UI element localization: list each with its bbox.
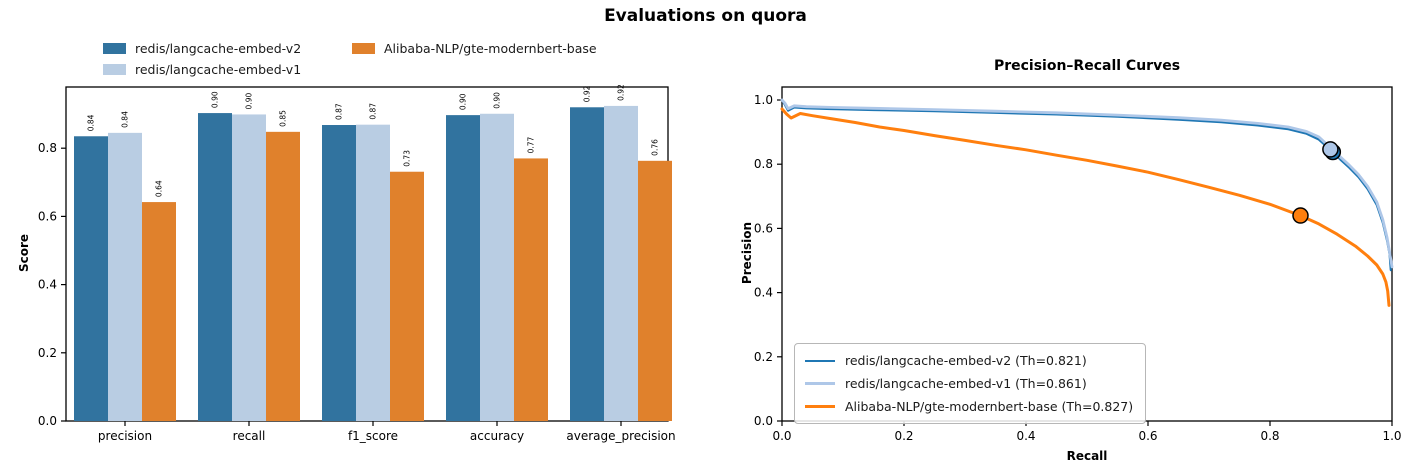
pr-ylabel: Precision bbox=[740, 221, 754, 285]
bar-value-label: 0.87 bbox=[369, 103, 378, 120]
bar-value-label: 0.87 bbox=[335, 103, 344, 120]
bar-value-label: 0.76 bbox=[651, 139, 660, 156]
bar-value-label: 0.92 bbox=[617, 84, 626, 101]
x-tick-label: recall bbox=[233, 429, 266, 443]
bar bbox=[322, 125, 356, 422]
y-tick-label: 0.2 bbox=[754, 350, 773, 364]
bar-value-label: 0.90 bbox=[211, 91, 220, 108]
y-tick-label: 1.0 bbox=[754, 93, 773, 107]
y-tick-label: 0.8 bbox=[754, 157, 773, 171]
legend-swatch-gte bbox=[352, 42, 375, 54]
x-tick-label: 0.0 bbox=[772, 429, 791, 443]
x-tick-label: 0.8 bbox=[1260, 429, 1279, 443]
x-tick-label: average_precision bbox=[566, 429, 675, 443]
bar bbox=[480, 113, 514, 421]
bar bbox=[390, 171, 424, 421]
legend-line-gte bbox=[805, 405, 835, 408]
bar-value-label: 0.90 bbox=[245, 93, 254, 110]
x-tick-label: accuracy bbox=[470, 429, 524, 443]
y-tick-label: 0.6 bbox=[38, 209, 57, 223]
bar bbox=[74, 136, 108, 421]
bar-value-label: 0.77 bbox=[527, 137, 536, 154]
y-tick-label: 0.4 bbox=[754, 286, 773, 300]
bar-value-label: 0.84 bbox=[121, 111, 130, 128]
bar-value-label: 0.90 bbox=[459, 93, 468, 110]
legend-swatch-v1 bbox=[103, 63, 126, 75]
bar bbox=[198, 113, 232, 422]
bar-legend-item-v2: redis/langcache-embed-v2 bbox=[103, 40, 301, 56]
legend-swatch-v2 bbox=[103, 42, 126, 54]
pr-legend-item-v1: redis/langcache-embed-v1 (Th=0.861) bbox=[805, 374, 1133, 393]
legend-label-v1: redis/langcache-embed-v1 bbox=[135, 61, 302, 77]
x-tick-label: f1_score bbox=[348, 429, 398, 443]
legend-line-v1 bbox=[805, 382, 835, 385]
bar-value-label: 0.85 bbox=[279, 110, 288, 127]
bar bbox=[356, 124, 390, 422]
pr-legend-item-gte: Alibaba-NLP/gte-modernbert-base (Th=0.82… bbox=[805, 397, 1133, 416]
bar bbox=[446, 115, 480, 422]
x-tick-label: 0.2 bbox=[894, 429, 913, 443]
bar bbox=[604, 105, 638, 421]
pr-legend-item-v2: redis/langcache-embed-v2 (Th=0.821) bbox=[805, 351, 1133, 370]
bar-value-label: 0.64 bbox=[155, 180, 164, 197]
bar bbox=[638, 160, 672, 421]
bar-value-label: 0.84 bbox=[87, 114, 96, 131]
bar bbox=[108, 132, 142, 422]
y-tick-label: 0.2 bbox=[38, 346, 57, 360]
legend-label-v2: redis/langcache-embed-v2 bbox=[135, 40, 302, 56]
bar-value-label: 0.73 bbox=[403, 150, 412, 167]
y-tick-label: 0.4 bbox=[38, 278, 57, 292]
threshold-marker bbox=[1292, 207, 1309, 224]
pr-curve bbox=[780, 98, 1392, 272]
x-tick-label: 0.4 bbox=[1016, 429, 1035, 443]
bar bbox=[142, 202, 176, 421]
pr-legend-label-gte: Alibaba-NLP/gte-modernbert-base (Th=0.82… bbox=[845, 399, 1134, 414]
y-tick-label: 0.0 bbox=[38, 414, 57, 428]
x-tick-label: precision bbox=[98, 429, 152, 443]
pr-xlabel: Recall bbox=[1066, 449, 1108, 463]
x-tick-label: 1.0 bbox=[1382, 429, 1401, 443]
legend-line-v2 bbox=[805, 359, 835, 362]
bar bbox=[514, 158, 548, 421]
bar-legend-item-gte: Alibaba-NLP/gte-modernbert-base bbox=[352, 40, 597, 56]
legend-label-gte: Alibaba-NLP/gte-modernbert-base bbox=[384, 40, 597, 56]
y-tick-label: 0.8 bbox=[38, 141, 57, 155]
bar-value-label: 0.92 bbox=[583, 85, 592, 102]
bar-ylabel: Score bbox=[17, 233, 31, 273]
pr-chart-title: Precision–Recall Curves bbox=[993, 58, 1181, 74]
pr-legend-label-v1: redis/langcache-embed-v1 (Th=0.861) bbox=[845, 376, 1087, 391]
pr-curve bbox=[780, 98, 1394, 269]
pr-curve bbox=[780, 107, 1391, 307]
y-tick-label: 0.6 bbox=[754, 221, 773, 235]
bar bbox=[570, 107, 604, 421]
bar-value-label: 0.90 bbox=[493, 92, 502, 109]
y-tick-label: 0.0 bbox=[754, 414, 773, 428]
bar bbox=[266, 131, 300, 421]
figure-title: Evaluations on quora bbox=[604, 6, 807, 26]
bar-legend-item-v1: redis/langcache-embed-v1 bbox=[103, 61, 301, 77]
pr-legend-label-v2: redis/langcache-embed-v2 (Th=0.821) bbox=[845, 353, 1087, 368]
threshold-marker bbox=[1322, 141, 1339, 158]
bar bbox=[232, 114, 266, 421]
pr-legend-box: redis/langcache-embed-v2 (Th=0.821) redi… bbox=[794, 343, 1147, 424]
x-tick-label: 0.6 bbox=[1138, 429, 1157, 443]
